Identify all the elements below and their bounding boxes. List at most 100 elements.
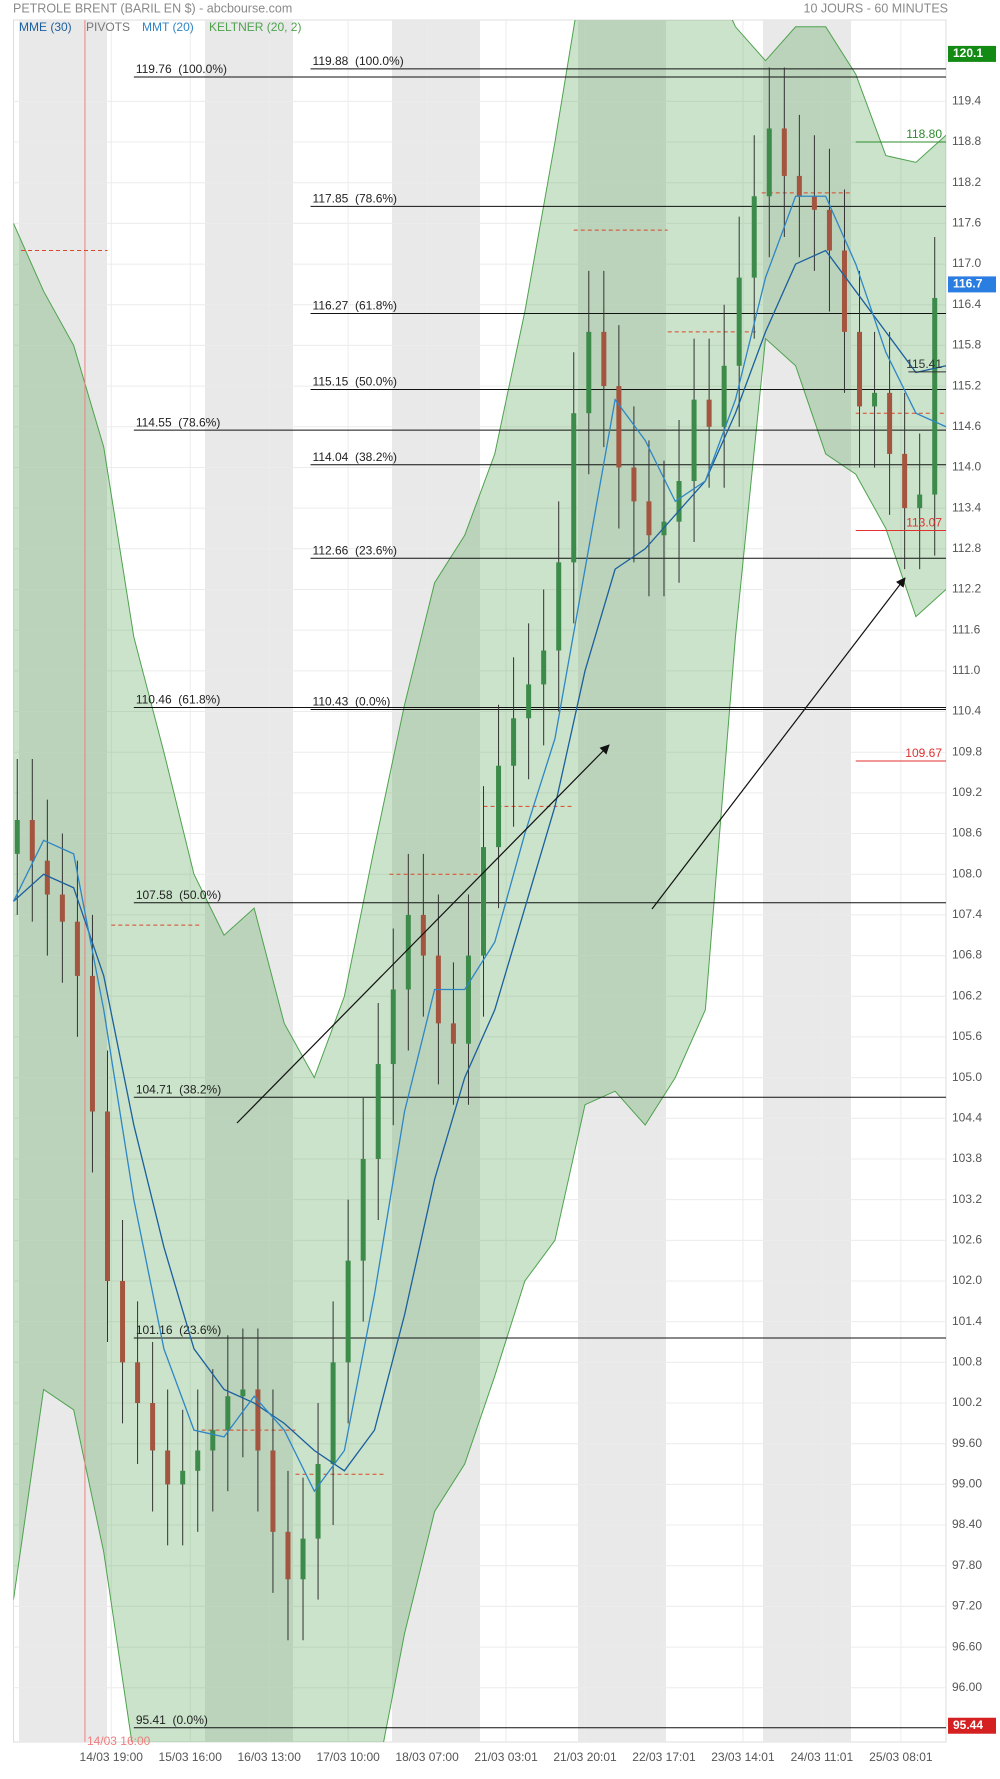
fib-label: 112.66 (23.6%): [313, 543, 398, 557]
cursor-label: 14/03 16:00: [87, 1734, 151, 1748]
moving-average: [13, 249, 947, 1472]
candle-body: [74, 921, 80, 976]
y-tick-label: 116.4: [952, 297, 981, 311]
fib-label: 110.43 (0.0%): [313, 695, 391, 709]
candle-body: [511, 718, 517, 766]
fib-label: 114.55 (78.6%): [136, 415, 221, 429]
candle-body: [721, 365, 727, 427]
candle-body: [255, 1389, 261, 1451]
fib-label: 110.46 (61.8%): [136, 693, 221, 707]
candle-body: [285, 1531, 291, 1580]
candle-body: [841, 250, 847, 332]
keltner-fill: [13, 20, 946, 1742]
y-tick-label: 111.6: [952, 622, 981, 636]
level-label: 109.67: [905, 746, 942, 760]
y-tick-label: 114.0: [952, 460, 981, 474]
y-tick-label: 103.8: [952, 1151, 982, 1165]
candle-body: [390, 989, 396, 1065]
fib-label: 107.58 (50.0%): [136, 888, 221, 902]
x-tick-label: 24/03 11:01: [791, 1750, 854, 1764]
candle-body: [195, 1450, 201, 1471]
y-tick-label: 111.0: [952, 663, 981, 677]
candle-body: [59, 894, 65, 922]
y-tick-label: 98.40: [952, 1517, 982, 1531]
legend: MME (30) PIVOTS MMT (20) KELTNER (20, 2): [19, 20, 301, 34]
fib-label: 115.15 (50.0%): [313, 375, 398, 389]
y-tick-label: 106.2: [952, 988, 982, 1002]
fib-label: 117.85 (78.6%): [313, 192, 398, 206]
x-tick-label: 21/03 20:01: [553, 1750, 617, 1764]
level-label: 113.07: [906, 516, 942, 530]
arrow: [651, 577, 906, 910]
legend-item: KELTNER (20, 2): [209, 20, 301, 34]
fib-label: 95.41 (0.0%): [136, 1713, 208, 1727]
price-marker: [948, 1717, 996, 1734]
y-tick-label: 114.6: [952, 419, 981, 433]
fib-label: 114.04 (38.2%): [313, 450, 398, 464]
y-tick-label: 112.2: [952, 582, 981, 596]
keltner-lower: [13, 337, 946, 1742]
arrow: [236, 744, 610, 1124]
session-shading: [19, 20, 851, 1742]
candle-body: [165, 1450, 171, 1485]
y-tick-label: 113.4: [952, 500, 981, 514]
candle-body: [240, 1389, 246, 1397]
candle-body: [917, 494, 923, 509]
session-band: [205, 20, 293, 1742]
y-tick-label: 99.60: [952, 1436, 982, 1450]
chart-title: PETROLE BRENT (BARIL EN $) - abcbourse.c…: [13, 1, 292, 15]
y-tick-label: 102.0: [952, 1273, 982, 1287]
candle-body: [902, 453, 908, 509]
candle-body: [706, 399, 712, 427]
fib-label: 104.71 (38.2%): [136, 1082, 221, 1096]
price-marker-label: 120.1: [953, 46, 983, 60]
candle-body: [781, 128, 787, 176]
candle-body: [691, 399, 697, 482]
candle-body: [14, 819, 20, 854]
y-tick-label: 97.80: [952, 1558, 982, 1572]
x-tick-label: 15/03 16:00: [159, 1750, 223, 1764]
session-band: [392, 20, 480, 1742]
candle-body: [646, 501, 652, 536]
candle-body: [89, 975, 95, 1112]
legend-item: PIVOTS: [86, 20, 130, 34]
candle-body: [481, 847, 487, 956]
x-tick-label: 22/03 17:01: [632, 1750, 696, 1764]
candle-body: [135, 1362, 141, 1404]
candle-body: [375, 1064, 381, 1159]
y-tick-label: 101.4: [952, 1314, 982, 1328]
level-label: 118.80: [906, 127, 942, 141]
candle-body: [150, 1403, 156, 1451]
candle-body: [676, 481, 682, 522]
y-tick-label: 109.8: [952, 744, 982, 758]
y-tick-label: 110.4: [952, 704, 981, 718]
candle-body: [225, 1396, 231, 1431]
y-tick-label: 96.60: [952, 1639, 982, 1653]
y-tick-label: 118.8: [952, 134, 981, 148]
candle-body: [601, 331, 607, 387]
candle-body: [887, 392, 893, 454]
y-tick-label: 119.4: [952, 94, 981, 108]
y-tick-label: 105.0: [952, 1070, 982, 1084]
x-tick-label: 25/03 08:01: [869, 1750, 933, 1764]
price-marker-label: 95.44: [953, 1718, 983, 1732]
y-tick-label: 107.4: [952, 907, 982, 921]
candle-body: [105, 1111, 111, 1281]
candle-body: [120, 1280, 126, 1363]
level-label: 115.41: [906, 357, 942, 371]
candle-body: [811, 196, 817, 210]
x-tick-label: 14/03 19:00: [80, 1750, 144, 1764]
candle-body: [29, 819, 35, 861]
price-marker: [948, 276, 996, 293]
candle-body: [736, 277, 742, 366]
fib-label: 119.76 (100.0%): [136, 62, 227, 76]
candle-body: [44, 860, 50, 895]
session-band: [578, 20, 666, 1742]
candle-body: [556, 562, 562, 651]
annotations: [236, 577, 906, 1124]
x-tick-label: 18/03 07:00: [395, 1750, 459, 1764]
candle-body: [857, 331, 863, 407]
candle-body: [315, 1464, 321, 1539]
moving-average: [12, 195, 947, 1493]
